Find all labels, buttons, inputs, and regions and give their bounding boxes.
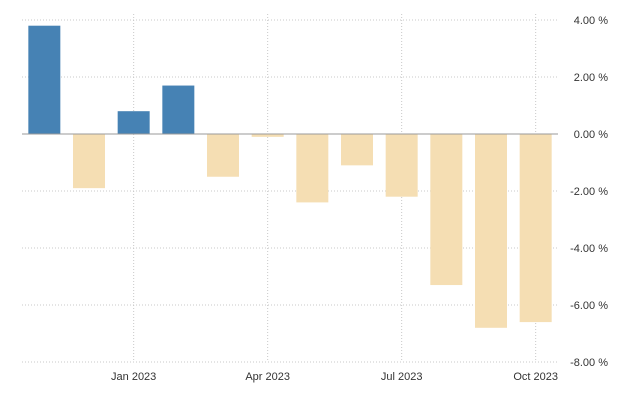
x-tick-label: Jul 2023 [381,371,423,383]
y-tick-label: 0.00 % [574,129,608,141]
bar-may-2023[interactable] [296,134,329,203]
bar-dec-2022[interactable] [73,134,105,189]
bar-jan-2023[interactable] [117,111,150,134]
y-axis-labels: 4.00 % 2.00 % 0.00 % -2.00 % -4.00 % -6.00 % -… [570,15,608,369]
bar-jul-2023[interactable] [385,134,418,197]
x-tick-label: Oct 2023 [513,371,558,383]
y-tick-label: 4.00 % [574,15,608,27]
y-tick-label: -8.00 % [570,357,608,369]
x-axis-labels: Jan 2023 Apr 2023 Jul 2023 Oct 2023 [111,371,558,383]
bar-sep-2023[interactable] [475,134,507,328]
x-tick-label: Jan 2023 [111,371,156,383]
bar-jun-2023[interactable] [341,134,373,166]
bar-apr-2023[interactable] [251,134,284,137]
bar-nov-2022[interactable] [28,25,61,135]
bar-mar-2023[interactable] [207,134,239,177]
y-tick-label: -4.00 % [570,243,608,255]
bar-feb-2023[interactable] [162,85,195,134]
bar-oct-2023[interactable] [519,134,552,323]
y-tick-label: 2.00 % [574,72,608,84]
bars [28,25,552,328]
bar-aug-2023[interactable] [430,134,463,286]
y-tick-label: -2.00 % [570,186,608,198]
x-tick-label: Apr 2023 [245,371,290,383]
y-tick-label: -6.00 % [570,300,608,312]
